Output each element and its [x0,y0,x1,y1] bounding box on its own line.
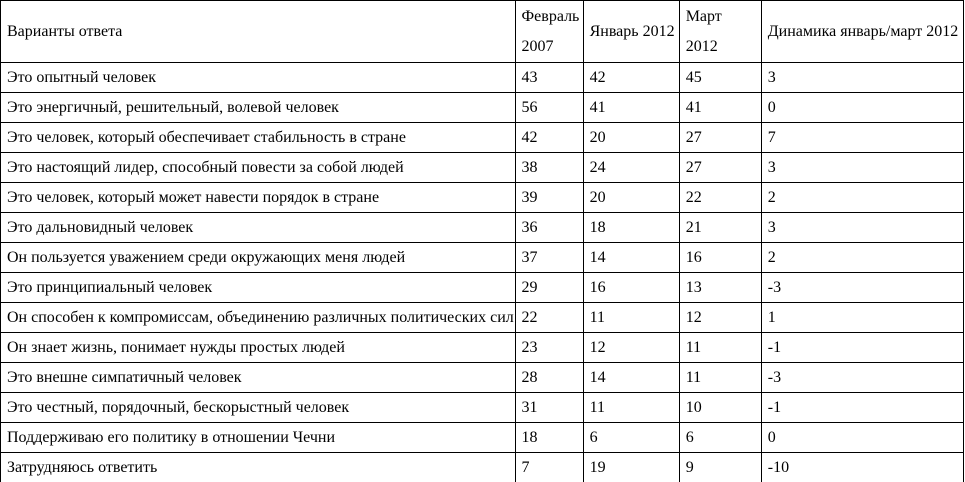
row-value: -10 [760,452,965,482]
row-value: 12 [582,332,680,363]
row-value: 41 [678,92,762,123]
row-value: 16 [678,242,762,273]
table-row: Это настоящий лидер, способный повести з… [0,152,965,183]
row-value: 6 [582,422,680,453]
row-value: 43 [514,62,584,93]
row-value: 56 [514,92,584,123]
row-value: 27 [678,152,762,183]
row-value: 14 [582,242,680,273]
table-row: Это принципиальный человек 29 16 13 -3 [0,272,965,303]
row-value: 13 [678,272,762,303]
row-value: 2 [760,242,965,273]
table-row: Поддерживаю его политику в отношении Чеч… [0,422,965,453]
table-row: Это дальновидный человек 36 18 21 3 [0,212,965,243]
row-value: 21 [678,212,762,243]
row-label: Это внешне симпатичный человек [0,362,516,393]
row-value: 39 [514,182,584,213]
row-value: 11 [582,302,680,333]
row-value: 23 [514,332,584,363]
table-row: Он знает жизнь, понимает нужды простых л… [0,332,965,363]
row-value: 12 [678,302,762,333]
row-label: Он пользуется уважением среди окружающих… [0,242,516,273]
table-row: Это человек, который может навести поряд… [0,182,965,213]
row-value: 36 [514,212,584,243]
row-label: Это принципиальный человек [0,272,516,303]
row-value: 42 [514,122,584,153]
row-label: Поддерживаю его политику в отношении Чеч… [0,422,516,453]
row-value: 18 [582,212,680,243]
row-value: 38 [514,152,584,183]
row-value: 41 [582,92,680,123]
row-label: Он способен к компромиссам, объединению … [0,302,516,333]
row-value: 1 [760,302,965,333]
row-value: 22 [678,182,762,213]
row-value: 16 [582,272,680,303]
table-header: Варианты ответа Февраль 2007 Январь 2012… [0,0,965,63]
table-row: Это внешне симпатичный человек 28 14 11 -3 [0,362,965,393]
row-value: 7 [760,122,965,153]
row-value: 31 [514,392,584,423]
row-value: 7 [514,452,584,482]
column-header-february-2007: Февраль 2007 [514,0,584,63]
table-row: Это человек, который обеспечивает стабил… [0,122,965,153]
row-value: 29 [514,272,584,303]
row-value: 6 [678,422,762,453]
row-value: 3 [760,152,965,183]
row-value: 2 [760,182,965,213]
row-value: 11 [678,332,762,363]
row-value: 20 [582,122,680,153]
row-value: 28 [514,362,584,393]
table-row: Затрудняюсь ответить 7 19 9 -10 [0,452,965,482]
row-label: Это опытный человек [0,62,516,93]
row-value: 14 [582,362,680,393]
column-header-march-2012: Март 2012 [678,0,762,63]
row-value: -1 [760,332,965,363]
row-label: Это дальновидный человек [0,212,516,243]
row-value: 3 [760,212,965,243]
row-value: 0 [760,422,965,453]
row-label: Это честный, порядочный, бескорыстный че… [0,392,516,423]
row-label: Затрудняюсь ответить [0,452,516,482]
row-value: 22 [514,302,584,333]
row-value: 20 [582,182,680,213]
table-row: Это честный, порядочный, бескорыстный че… [0,392,965,423]
column-header-answer-options: Варианты ответа [0,0,516,63]
row-value: 45 [678,62,762,93]
row-value: 24 [582,152,680,183]
row-value: 19 [582,452,680,482]
row-value: 3 [760,62,965,93]
row-value: 11 [582,392,680,423]
row-value: 37 [514,242,584,273]
row-label: Он знает жизнь, понимает нужды простых л… [0,332,516,363]
row-value: 9 [678,452,762,482]
row-value: 0 [760,92,965,123]
row-label: Это человек, который обеспечивает стабил… [0,122,516,153]
row-value: -1 [760,392,965,423]
table-row: Он способен к компромиссам, объединению … [0,302,965,333]
row-value: 11 [678,362,762,393]
row-label: Это настоящий лидер, способный повести з… [0,152,516,183]
row-value: 18 [514,422,584,453]
table-row: Это опытный человек 43 42 45 3 [0,62,965,93]
header-row: Варианты ответа Февраль 2007 Январь 2012… [0,0,965,63]
table-row: Это энергичный, решительный, волевой чел… [0,92,965,123]
row-value: 10 [678,392,762,423]
column-header-dynamics: Динамика январь/март 2012 [760,0,965,63]
row-value: -3 [760,362,965,393]
row-label: Это энергичный, решительный, волевой чел… [0,92,516,123]
table-body: Это опытный человек 43 42 45 3 Это энергичный… [0,62,965,482]
column-header-january-2012: Январь 2012 [582,0,680,63]
row-label: Это человек, который может навести поряд… [0,182,516,213]
row-value: -3 [760,272,965,303]
row-value: 42 [582,62,680,93]
row-value: 27 [678,122,762,153]
table-row: Он пользуется уважением среди окружающих… [0,242,965,273]
